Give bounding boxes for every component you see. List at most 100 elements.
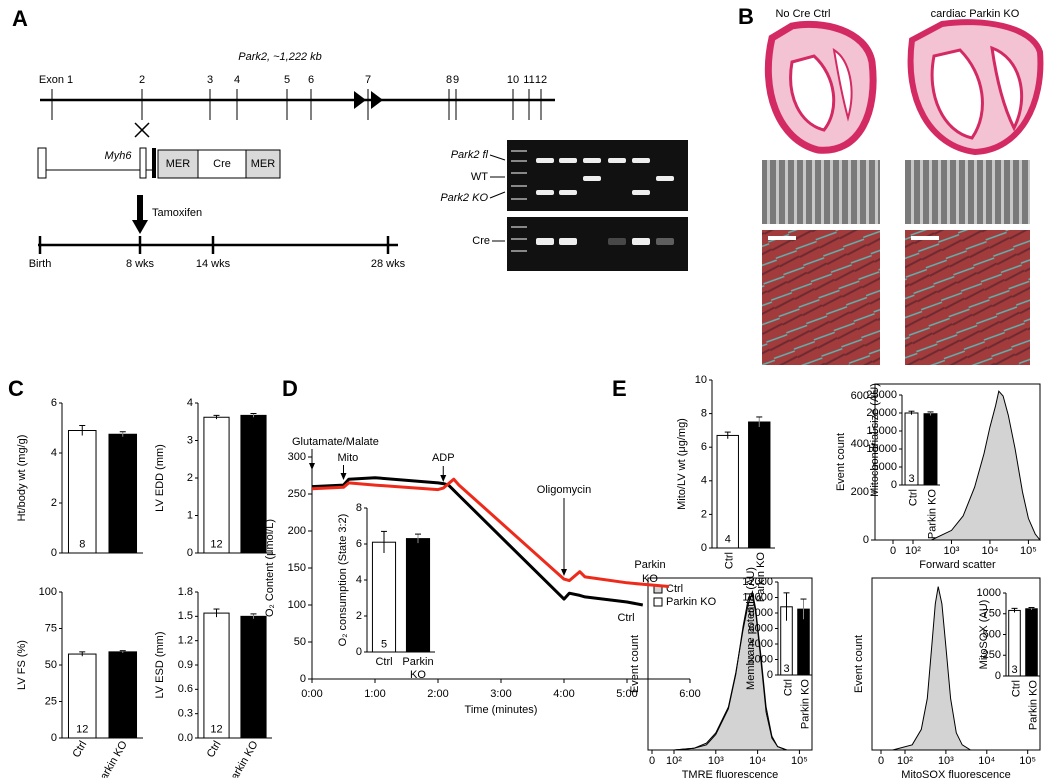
ladder-band (511, 172, 527, 174)
timeline-label: 8 wks (126, 258, 155, 270)
y-axis-label: LV FS (%) (16, 640, 28, 690)
scale-bar (768, 236, 796, 240)
x-tick-label: 10⁴ (981, 545, 998, 557)
y-axis-label: LV EDD (mm) (154, 444, 166, 512)
gel-band (608, 238, 626, 245)
y-axis-label: O₂ Content (μmol/L) (264, 519, 276, 617)
y-tick-label: 1.5 (178, 610, 193, 622)
y-tick-label: 1.8 (178, 586, 193, 598)
gel-band (656, 238, 674, 245)
y-tick-label: 6000 (749, 622, 773, 634)
y-tick-label: 300 (288, 451, 306, 463)
x-tick-label: 10⁵ (791, 755, 808, 767)
y-tick-label: 8 (701, 408, 707, 420)
y-tick-label: 500 (983, 628, 1001, 640)
bar-count: 12 (210, 724, 222, 736)
text-line: Parkin (634, 559, 665, 571)
exon-label: 7 (365, 74, 371, 86)
text-line: Ctrl (375, 656, 392, 668)
mer-box (157, 149, 199, 179)
x-axis-label: Time (minutes) (465, 704, 538, 716)
x-tick-label: 10² (666, 755, 682, 767)
gel-label: Park2 KO (440, 192, 488, 204)
legend-label: Ctrl (666, 583, 683, 595)
y-axis-label: Event count (835, 433, 847, 491)
y-tick-label: 10 (695, 374, 707, 386)
y-tick-label: 0.0 (178, 732, 193, 744)
y-tick-label: 6 (701, 441, 707, 453)
x-tick-label: 10² (905, 545, 921, 557)
y-tick-label: 100 (39, 586, 57, 598)
exon-label: 11 (523, 74, 534, 86)
y-tick-label: 8000 (749, 607, 773, 619)
exon-label: 9 (453, 74, 459, 86)
x-tick-label: Parkin KO (402, 656, 433, 681)
trichrome-image (762, 230, 880, 365)
plot-frame (647, 577, 813, 751)
exon-label: Exon 1 (39, 74, 73, 86)
deletion-mark (134, 122, 150, 138)
y-tick-label: 50 (45, 659, 57, 671)
exon-label: 10 (507, 74, 519, 86)
y-tick-label: 25000 (866, 389, 897, 401)
timeline-label: Birth (29, 258, 52, 270)
y-tick-label: 20000 (866, 407, 897, 419)
line-series (311, 477, 670, 588)
exon-box (152, 148, 156, 178)
y-tick-label: 3 (187, 434, 193, 446)
bar (67, 430, 97, 554)
gel-bands (511, 150, 674, 252)
bar-count: 7 (120, 539, 126, 551)
bar-count: 4 (725, 534, 731, 546)
gel-band (536, 238, 554, 245)
legend-swatch (653, 597, 663, 607)
bar-count: 12 (210, 539, 222, 551)
y-axis-label: Event count (853, 635, 865, 693)
y-axis-label: Mito/LV wt (μg/mg) (676, 418, 688, 510)
x-tick-label: 10⁵ (1020, 545, 1037, 557)
bar (108, 651, 138, 739)
y-tick-label: 15000 (866, 425, 897, 437)
histogram (673, 594, 787, 751)
gel (507, 140, 688, 211)
y-tick-label: 1 (187, 509, 193, 521)
gel-band (632, 238, 650, 245)
y-tick-label: 75 (45, 622, 57, 634)
y-tick-label: 10000 (742, 591, 773, 603)
timeline-label: 28 wks (371, 258, 406, 270)
y-tick-label: 0 (891, 479, 897, 491)
y-tick-label: 2000 (749, 653, 773, 665)
gel-band (656, 176, 674, 181)
annotation-arrowhead (340, 473, 347, 480)
x-tick-label: Parkin KO (799, 679, 811, 730)
bar (67, 653, 97, 739)
bar-count: 8 (79, 539, 85, 551)
transgene-label: MER (166, 158, 191, 170)
y-tick-label: 100 (288, 599, 306, 611)
y-tick-label: 2 (187, 472, 193, 484)
bar (203, 416, 230, 554)
x-tick-label: Ctrl (375, 656, 392, 668)
x-tick-label: 3:00 (490, 688, 511, 700)
y-tick-label: 150 (288, 562, 306, 574)
bar-count: 3 (1028, 664, 1034, 676)
x-axis-label: Forward scatter (919, 559, 996, 571)
gel-band (583, 158, 601, 163)
y-axis-label: Ht/body wt (mg/g) (16, 435, 28, 522)
y-tick-label: 0 (300, 673, 306, 685)
y-tick-label: 0 (995, 670, 1001, 682)
exons: Exon 1 2 3 4 5 6 7 8 9 10 11 12 (39, 74, 547, 120)
bar (371, 541, 397, 653)
y-tick-label: 12000 (742, 576, 773, 588)
text-line: Parkin (402, 656, 433, 668)
gel-band (583, 176, 601, 181)
ladder-band (511, 150, 527, 152)
histogram (892, 586, 973, 751)
gel-label: Park2 fl (451, 149, 489, 161)
y-tick-label: 4 (701, 475, 707, 487)
annotation-arrowhead (561, 569, 567, 576)
y-tick-label: 1.2 (178, 635, 193, 647)
y-tick-label: 0.9 (178, 659, 193, 671)
exon-label: 6 (308, 74, 314, 86)
